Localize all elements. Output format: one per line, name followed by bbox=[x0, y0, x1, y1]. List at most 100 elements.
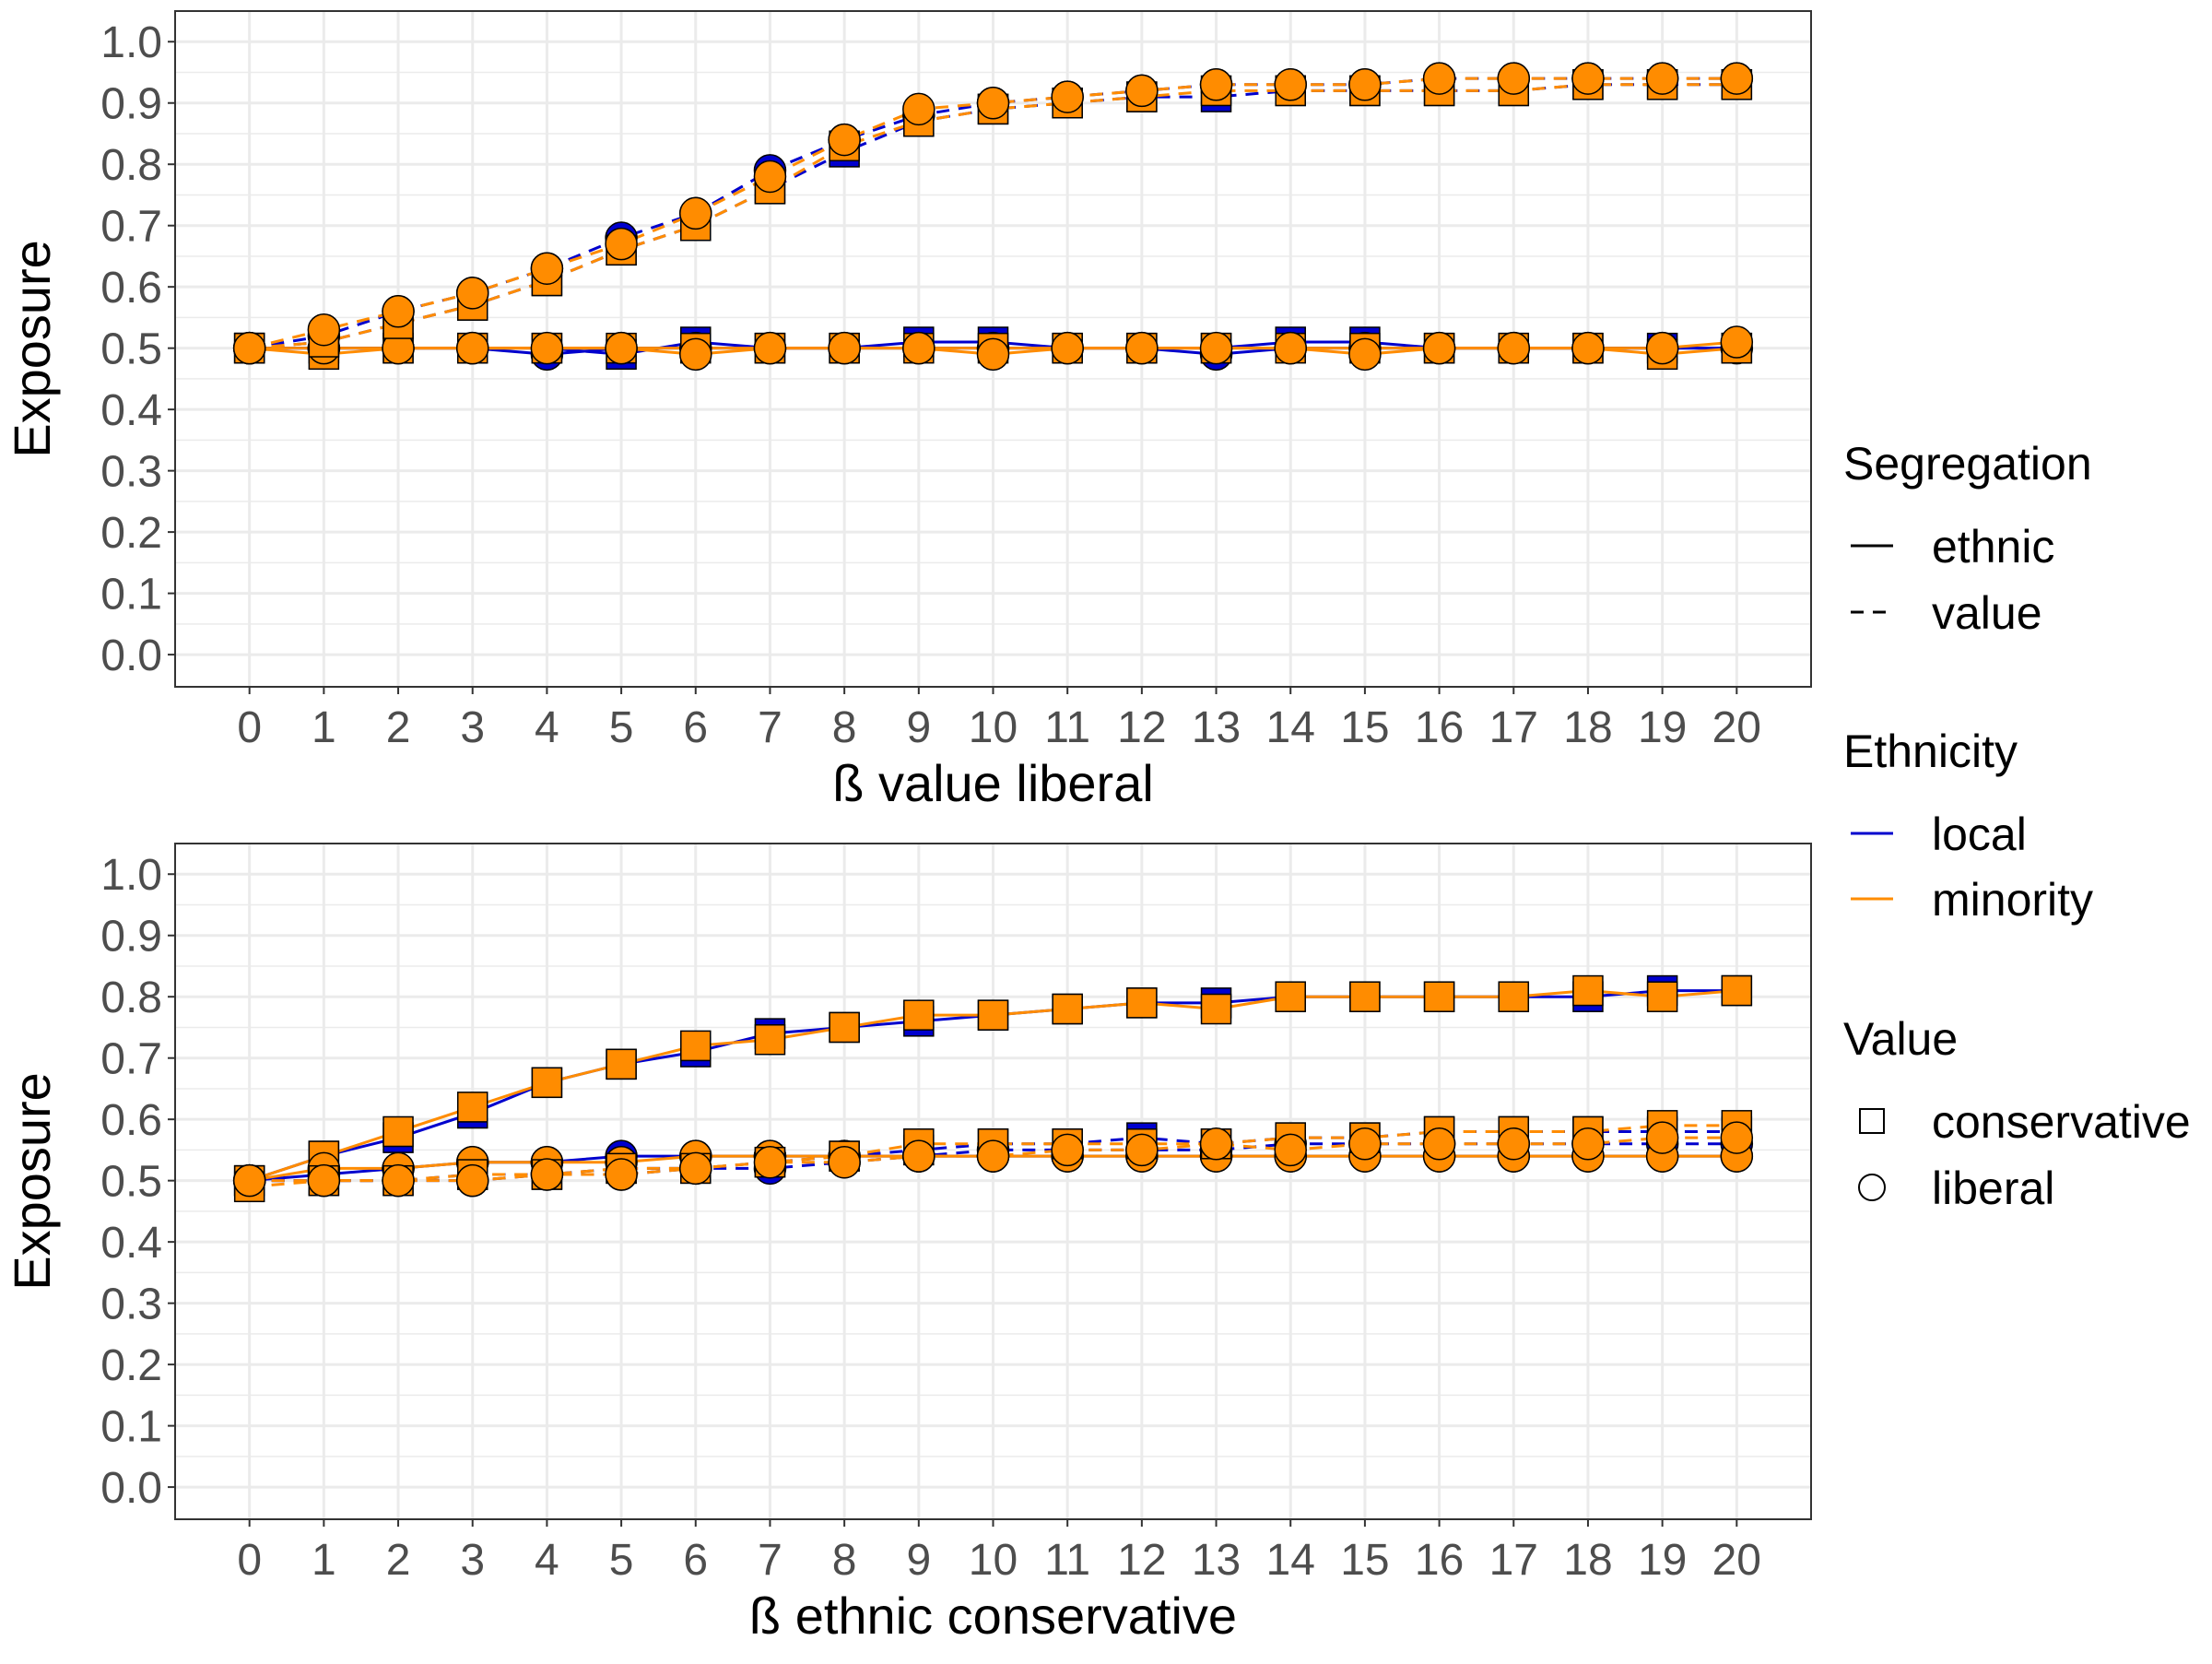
marker-circle bbox=[976, 86, 1010, 120]
marker-square bbox=[1275, 981, 1306, 1012]
marker-circle bbox=[382, 1163, 415, 1198]
marker-circle bbox=[902, 331, 935, 365]
y-tick-label: 0.7 bbox=[100, 1035, 162, 1084]
marker-square bbox=[606, 1048, 637, 1080]
x-tick-label: 3 bbox=[460, 1536, 485, 1585]
x-tick-label: 12 bbox=[1117, 703, 1166, 752]
x-tick-label: 17 bbox=[1489, 703, 1538, 752]
legend-label-local: local bbox=[1932, 808, 2027, 860]
y-tick-label: 0.7 bbox=[100, 203, 162, 252]
legend-label-ethnic: ethnic bbox=[1932, 521, 2054, 572]
x-tick-label: 7 bbox=[758, 1536, 782, 1585]
marker-circle bbox=[828, 123, 861, 157]
legend-title-segregation: Segregation bbox=[1843, 438, 2092, 490]
marker-circle bbox=[1199, 68, 1233, 101]
x-tick-label: 0 bbox=[237, 1536, 262, 1585]
marker-circle bbox=[1571, 1127, 1605, 1161]
x-tick-label: 20 bbox=[1712, 703, 1761, 752]
marker-circle bbox=[1497, 62, 1531, 95]
marker-square bbox=[754, 1024, 786, 1056]
marker-square bbox=[680, 1030, 712, 1062]
marker-circle bbox=[902, 92, 935, 126]
y-tick-label: 0.8 bbox=[100, 141, 162, 190]
x-tick-label: 11 bbox=[1044, 1536, 1090, 1585]
marker-circle bbox=[1720, 325, 1754, 359]
x-tick-label: 7 bbox=[758, 703, 782, 752]
x-tick-label: 13 bbox=[1192, 703, 1241, 752]
x-tick-label: 0 bbox=[237, 703, 262, 752]
x-tick-label: 10 bbox=[969, 703, 1018, 752]
x-tick-label: 9 bbox=[906, 703, 931, 752]
y-tick-label: 0.3 bbox=[100, 448, 162, 497]
panel-2: 0.00.10.20.30.40.50.60.70.80.91.00 1 2 3 4 5 6… bbox=[3, 843, 1812, 1645]
marker-square bbox=[531, 1067, 563, 1099]
y-tick-label: 0.9 bbox=[100, 913, 162, 962]
x-axis-title: ß value liberal bbox=[832, 754, 1154, 812]
x-tick-label: 16 bbox=[1415, 703, 1464, 752]
y-tick-label: 0.8 bbox=[100, 974, 162, 1022]
x-tick-label: 20 bbox=[1712, 1536, 1761, 1585]
marker-circle bbox=[902, 1139, 935, 1173]
y-tick-label: 0.5 bbox=[100, 325, 162, 374]
x-tick-label: 16 bbox=[1415, 1536, 1464, 1585]
marker-circle bbox=[1497, 331, 1531, 365]
legend: Segregation ethnic value Ethnicity local mino… bbox=[1843, 438, 2191, 1214]
marker-circle bbox=[976, 337, 1010, 372]
legend-title-ethnicity: Ethnicity bbox=[1843, 726, 2018, 777]
y-tick-label: 1.0 bbox=[100, 851, 162, 900]
legend-key-liberal bbox=[1858, 1174, 1886, 1201]
marker-circle bbox=[828, 331, 861, 365]
x-tick-label: 3 bbox=[460, 703, 485, 752]
marker-circle bbox=[1199, 331, 1233, 365]
legend-label-minority: minority bbox=[1932, 874, 2093, 926]
marker-circle bbox=[1348, 1127, 1382, 1161]
marker-circle bbox=[232, 331, 266, 365]
x-tick-label: 14 bbox=[1266, 1536, 1315, 1585]
marker-circle bbox=[307, 313, 341, 347]
x-tick-label: 19 bbox=[1638, 1536, 1687, 1585]
x-tick-label: 12 bbox=[1117, 1536, 1166, 1585]
x-tick-label: 5 bbox=[609, 1536, 634, 1585]
marker-circle bbox=[1348, 337, 1382, 372]
x-tick-label: 2 bbox=[386, 1536, 411, 1585]
y-tick-label: 0.0 bbox=[100, 1464, 162, 1513]
marker-circle bbox=[1348, 68, 1382, 101]
x-tick-label: 14 bbox=[1266, 703, 1315, 752]
marker-square bbox=[1126, 987, 1158, 1019]
marker-circle bbox=[307, 1163, 341, 1198]
marker-square bbox=[1052, 993, 1083, 1025]
x-axis-title: ß ethnic conservative bbox=[749, 1587, 1237, 1645]
legend-label-value: value bbox=[1932, 587, 2042, 639]
marker-circle bbox=[455, 277, 489, 310]
x-tick-label: 6 bbox=[683, 703, 708, 752]
legend-label-conservative: conservative bbox=[1932, 1096, 2191, 1148]
y-tick-label: 0.2 bbox=[100, 1341, 162, 1390]
marker-circle bbox=[1274, 1133, 1307, 1167]
marker-circle bbox=[679, 337, 712, 372]
marker-circle bbox=[1571, 331, 1605, 365]
series-line-value-minority-liberal bbox=[249, 77, 1737, 350]
x-tick-label: 17 bbox=[1489, 1536, 1538, 1585]
marker-circle bbox=[455, 331, 489, 365]
y-tick-label: 0.1 bbox=[100, 571, 162, 620]
x-tick-label: 13 bbox=[1192, 1536, 1241, 1585]
marker-square bbox=[903, 999, 935, 1031]
marker-circle bbox=[1125, 1133, 1159, 1167]
y-tick-label: 0.5 bbox=[100, 1158, 162, 1207]
y-axis-title: Exposure bbox=[3, 1072, 61, 1291]
x-tick-label: 8 bbox=[832, 703, 857, 752]
marker-circle bbox=[753, 1145, 787, 1179]
y-tick-label: 0.4 bbox=[100, 386, 162, 435]
marker-circle bbox=[679, 196, 712, 230]
marker-circle bbox=[1051, 331, 1084, 365]
y-tick-label: 0.3 bbox=[100, 1280, 162, 1329]
marker-square bbox=[456, 1092, 488, 1123]
series-line-value-minority-conservative bbox=[249, 83, 1737, 350]
marker-square bbox=[977, 999, 1009, 1031]
legend-key-conservative bbox=[1859, 1108, 1885, 1134]
marker-circle bbox=[382, 295, 415, 328]
x-tick-label: 11 bbox=[1044, 703, 1090, 752]
marker-circle bbox=[1422, 331, 1456, 365]
marker-circle bbox=[753, 159, 787, 194]
